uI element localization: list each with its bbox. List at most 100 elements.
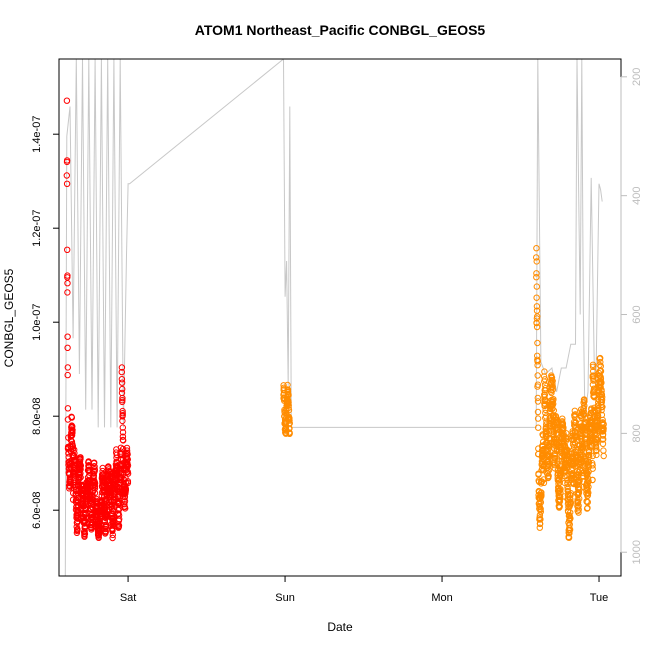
data-point (557, 489, 564, 496)
data-point (118, 368, 126, 376)
data-point (567, 499, 574, 506)
y-tick-label: 1.0e-07 (31, 304, 43, 341)
data-point (538, 489, 545, 496)
data-point (116, 515, 123, 523)
data-point (109, 534, 116, 542)
plot-layer (63, 59, 607, 576)
data-point (63, 172, 71, 179)
data-point (585, 451, 593, 458)
data-point (537, 505, 544, 513)
data-point (600, 436, 607, 443)
data-point (580, 404, 587, 412)
data-point (119, 433, 127, 440)
data-point (285, 392, 292, 399)
data-point (68, 414, 76, 421)
data-point (69, 429, 76, 437)
data-point (581, 402, 588, 409)
data-point (63, 157, 71, 164)
data-point (119, 407, 126, 415)
data-point (593, 430, 601, 437)
data-point (64, 280, 71, 287)
data-point (96, 523, 104, 530)
data-point (589, 462, 596, 469)
data-point (581, 398, 588, 405)
data-point (534, 313, 541, 320)
data-point (88, 522, 96, 529)
data-point (122, 479, 130, 487)
data-point (597, 367, 605, 375)
data-point (64, 364, 72, 371)
y2-tick-label: 400 (631, 186, 643, 204)
x-tick-label: Sat (120, 592, 137, 604)
data-point (599, 416, 606, 424)
data-point (124, 456, 132, 463)
data-point (102, 523, 110, 531)
data-point (64, 289, 71, 296)
data-point (534, 415, 542, 422)
data-point (71, 446, 78, 453)
data-point (123, 447, 131, 454)
data-point (534, 398, 542, 405)
data-point (115, 522, 123, 529)
data-point (536, 520, 544, 528)
data-point (584, 475, 592, 483)
data-point (109, 531, 117, 539)
data-point (282, 429, 290, 436)
data-point (545, 458, 552, 465)
data-point (119, 424, 127, 431)
data-point (115, 512, 123, 519)
data-point (74, 506, 81, 514)
data-point (118, 376, 126, 383)
data-point (538, 491, 545, 499)
data-point (575, 502, 582, 509)
data-point (585, 463, 593, 470)
data-point (556, 496, 564, 503)
chart-title: ATOM1 Northeast_Pacific CONBGL_GEOS5 (195, 22, 486, 38)
data-point (534, 394, 541, 402)
data-point (69, 443, 77, 450)
data-point (64, 333, 71, 340)
data-point (540, 479, 548, 486)
data-point (575, 509, 582, 516)
data-point (599, 394, 606, 401)
data-point (533, 270, 540, 277)
data-point (585, 489, 592, 496)
data-point (534, 381, 542, 388)
data-point (74, 525, 81, 533)
data-point (120, 437, 127, 444)
data-point (576, 477, 583, 484)
data-point (598, 396, 606, 403)
data-point (585, 449, 593, 456)
data-point (575, 506, 582, 513)
data-point (593, 447, 600, 454)
data-point (581, 396, 588, 403)
data-point (550, 400, 557, 408)
data-point (119, 385, 126, 393)
data-point (537, 516, 544, 523)
data-point (553, 416, 560, 423)
data-point (541, 368, 548, 375)
data-point (99, 467, 106, 475)
x-tick-label: Mon (431, 592, 452, 604)
data-point (119, 411, 126, 419)
x-axis-label: Date (327, 620, 353, 634)
data-point (598, 388, 605, 395)
data-point (572, 455, 580, 462)
data-point (533, 294, 540, 301)
data-point (122, 505, 129, 512)
data-point (91, 480, 99, 487)
data-point (113, 451, 120, 458)
data-point (571, 407, 578, 414)
data-point (533, 254, 540, 261)
data-point (70, 452, 78, 460)
series-1-points (280, 245, 607, 541)
data-point (545, 467, 553, 474)
data-point (64, 371, 71, 379)
data-point (124, 462, 132, 469)
data-point (91, 466, 99, 473)
data-point (589, 363, 597, 370)
data-point (574, 499, 582, 506)
data-point (592, 444, 600, 451)
data-point (533, 274, 540, 281)
data-point (91, 459, 98, 466)
